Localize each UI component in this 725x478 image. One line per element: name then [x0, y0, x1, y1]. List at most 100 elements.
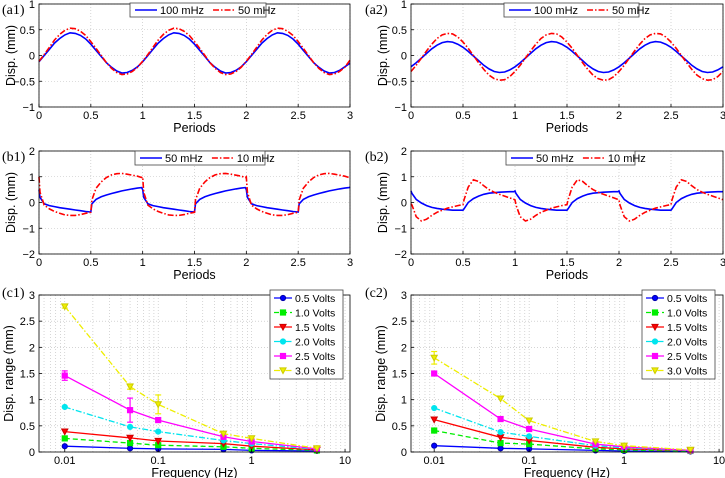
series-100-mhz: [38, 31, 351, 74]
x-tick-label: 2.5: [663, 110, 678, 122]
panel-c2: 0.01 0.1 1 10 0 0.5 1 1.5 2 2.5 3 Frequency (Hz) Dis…: [365, 286, 725, 478]
marker-square: [431, 427, 438, 434]
y-tick-label: 0: [29, 198, 35, 210]
legend-label: 100 mHz: [534, 5, 578, 17]
marker-triangle-down: [312, 445, 321, 453]
y-tick-label: −1: [22, 102, 35, 114]
legend-item: 0.5 Volts: [646, 293, 707, 305]
legend-item: 10 mHz: [582, 153, 646, 165]
y-axis-label: Disp. (mm): [4, 25, 18, 86]
marker-triangle-down: [620, 442, 629, 450]
marker-circle: [497, 429, 504, 436]
marker-circle: [651, 294, 659, 302]
x-tick-label: 3: [720, 257, 725, 269]
y-tick-label: 1.5: [20, 369, 35, 381]
x-tick-label: 2: [616, 257, 622, 269]
x-tick-label: 0: [408, 110, 414, 122]
marker-circle: [61, 403, 68, 411]
marker-square: [651, 309, 659, 316]
legend-item: 1.5 Volts: [274, 322, 335, 334]
x-tick-label: 1.5: [187, 110, 202, 122]
panel-label: (b2): [365, 150, 389, 165]
legend-item: 0.5 Volts: [274, 293, 335, 305]
marker-circle: [431, 404, 438, 412]
y-tick-label: −2: [22, 249, 35, 261]
marker-circle: [155, 428, 162, 435]
x-tick-label: 1: [140, 257, 146, 269]
y-tick-label: 1: [401, 0, 407, 11]
y-tick-label: 2: [29, 342, 35, 354]
y-tick-label: 0.5: [20, 25, 35, 37]
y-tick-label: 0: [29, 447, 35, 459]
y-tick-label: 1: [29, 0, 35, 11]
x-tick-label: 0.5: [83, 110, 98, 122]
series-line: [434, 418, 691, 452]
legend-item: 3.0 Volts: [646, 366, 707, 378]
series-100-mhz: [410, 40, 724, 74]
legend-box: [129, 2, 267, 18]
legend-item: 2.0 Volts: [274, 337, 335, 349]
legend: 50 mHz 10 mHz: [134, 150, 275, 166]
marker-square: [651, 352, 659, 360]
x-tick-label: 3: [347, 257, 353, 269]
legend-label: 50 mHz: [536, 153, 574, 165]
x-tick-label: 0.1: [151, 455, 166, 467]
y-tick-label: 1: [29, 395, 35, 407]
legend-item: 50 mHz: [140, 153, 203, 165]
marker-triangle-down: [651, 323, 659, 332]
y-tick-label: 1: [29, 172, 35, 184]
legend-item: 3.0 Volts: [274, 366, 335, 378]
marker-circle: [651, 338, 659, 345]
series-line: [38, 172, 351, 217]
x-tick-label: 0: [36, 257, 42, 269]
x-axis-label: Periods: [173, 121, 215, 135]
marker-triangle-down: [591, 438, 600, 446]
series-3.0-volts: [430, 350, 695, 455]
y-tick-label: 1.5: [392, 369, 407, 381]
legend-label: 50 mHz: [165, 153, 203, 165]
marker-circle: [61, 443, 68, 450]
legend-label: 50 mHz: [612, 5, 650, 17]
x-tick-label: 0.01: [423, 455, 444, 467]
y-tick-label: 0: [401, 198, 407, 210]
legend-label: 3.0 Volts: [667, 366, 707, 378]
series-line: [64, 406, 317, 451]
series-line: [64, 375, 317, 450]
legend-item: 2.5 Volts: [274, 351, 335, 363]
marker-circle: [279, 338, 287, 345]
x-tick-label: 2: [616, 110, 622, 122]
x-tick-label: 1.5: [559, 257, 574, 269]
series-line: [38, 27, 351, 76]
marker-square: [279, 309, 287, 316]
marker-circle: [126, 423, 134, 430]
x-axis-label: Periods: [546, 121, 588, 135]
panel-a2: 0 0.5 1 1.5 2 2.5 3 −1 −0.5 0 0.5 1 Periods Disp. (mm…: [365, 0, 725, 135]
series-50-mhz: [410, 32, 724, 82]
x-tick-label: 2.5: [291, 257, 306, 269]
x-tick-label: 1.5: [187, 257, 202, 269]
legend-item: 50 mHz: [511, 153, 574, 165]
marker-square: [526, 425, 533, 433]
legend-item: 50 mHz: [587, 5, 650, 17]
legend-label: 0.5 Volts: [295, 293, 335, 305]
marker-square: [126, 407, 134, 414]
series-10-mhz: [410, 178, 723, 222]
x-tick-label: 3: [720, 110, 725, 122]
y-tick-label: 2.5: [20, 316, 35, 328]
x-tick-label: 0: [36, 110, 42, 122]
x-tick-label: 0: [408, 257, 414, 269]
series-line: [433, 357, 691, 451]
x-tick-label: 10: [713, 455, 725, 467]
x-tick-label: 1: [249, 455, 255, 467]
marker-square: [497, 415, 504, 423]
x-tick-label: 0.1: [521, 455, 536, 467]
series-line: [410, 40, 724, 74]
marker-circle: [431, 442, 438, 449]
marker-triangle-down: [247, 435, 256, 443]
y-tick-label: −0.5: [13, 76, 35, 88]
x-tick-label: 10: [339, 455, 351, 467]
legend-item: 2.0 Volts: [646, 337, 707, 349]
series-line: [433, 372, 691, 452]
legend-label: 3.0 Volts: [295, 366, 335, 378]
